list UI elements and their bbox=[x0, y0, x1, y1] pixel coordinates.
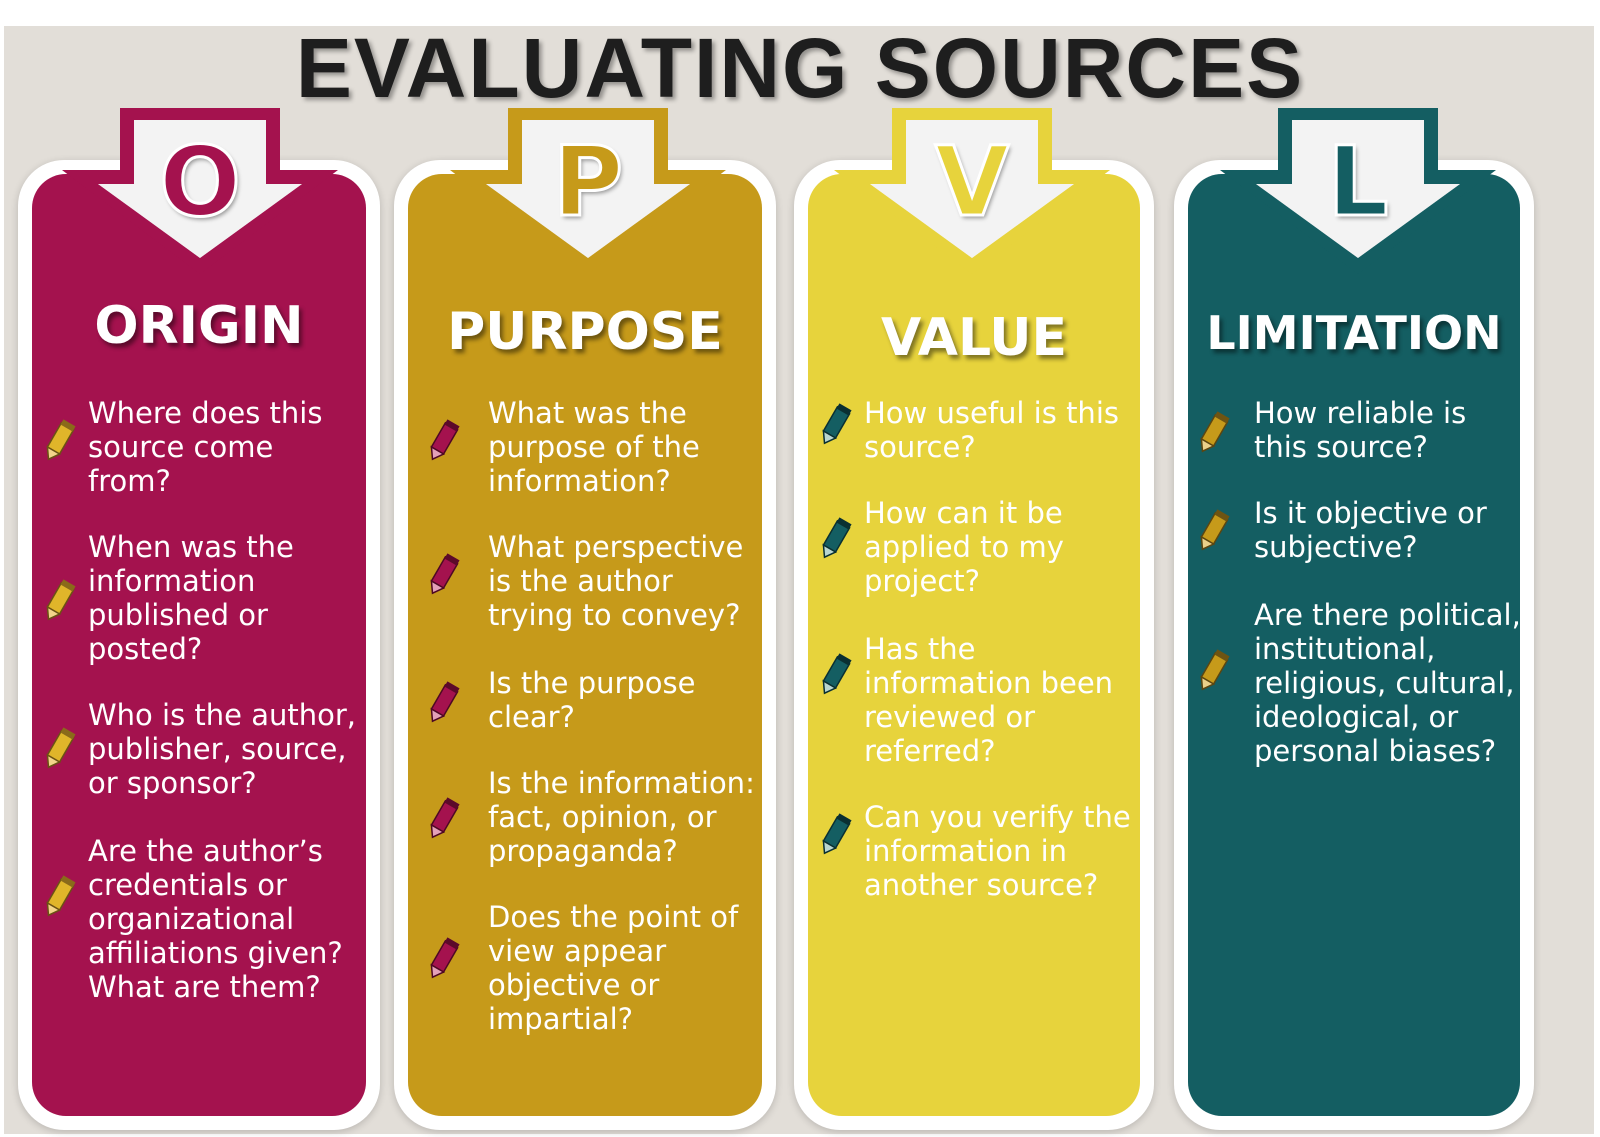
purpose-item-5: Does the point of view appear objective … bbox=[488, 900, 739, 1036]
value-item-4: Can you verify the information in anothe… bbox=[864, 800, 1131, 902]
yellow-pencil-icon bbox=[42, 578, 76, 624]
value-card bbox=[794, 160, 1154, 1130]
purpose-item-1: What was the purpose of the information? bbox=[488, 396, 700, 498]
yellow-pencil-icon bbox=[42, 874, 76, 920]
origin-item-2: When was the information published or po… bbox=[88, 530, 294, 666]
value-item-3: Has the information been reviewed or ref… bbox=[864, 632, 1114, 768]
origin-letter: O bbox=[158, 126, 243, 238]
origin-item-4: Are the author’s credentials or organiza… bbox=[88, 834, 343, 1004]
origin-card bbox=[18, 160, 380, 1130]
purpose-letter: P bbox=[551, 126, 624, 238]
origin-item-1: Where does this source come from? bbox=[88, 396, 323, 498]
teal-pencil-icon bbox=[818, 516, 852, 562]
red-pencil-icon bbox=[426, 796, 460, 842]
gold-pencil-icon bbox=[1196, 508, 1230, 554]
yellow-pencil-icon bbox=[42, 418, 76, 464]
origin-item-3: Who is the author, publisher, source, or… bbox=[88, 698, 356, 800]
limitation-arrow-icon: L bbox=[1220, 108, 1496, 274]
value-arrow-icon: V bbox=[834, 108, 1110, 274]
limitation-item-1: How reliable is this source? bbox=[1254, 396, 1467, 464]
red-pencil-icon bbox=[426, 418, 460, 464]
red-pencil-icon bbox=[426, 680, 460, 726]
purpose-card bbox=[394, 160, 776, 1130]
purpose-arrow-icon: P bbox=[450, 108, 726, 274]
value-item-1: How useful is this source? bbox=[864, 396, 1119, 464]
page-title: EVALUATING SOURCES bbox=[295, 21, 1305, 115]
gold-pencil-icon bbox=[1196, 410, 1230, 456]
value-letter: V bbox=[933, 126, 1010, 238]
origin-arrow-icon: O bbox=[62, 108, 338, 274]
limitation-heading: LIMITATION bbox=[1206, 306, 1502, 360]
limitation-letter: L bbox=[1326, 126, 1390, 238]
limitation-item-3: Are there political, institutional, reli… bbox=[1254, 598, 1521, 768]
origin-heading: ORIGIN bbox=[94, 296, 304, 356]
purpose-heading: PURPOSE bbox=[447, 302, 723, 362]
teal-pencil-icon bbox=[818, 812, 852, 858]
value-item-2: How can it be applied to my project? bbox=[864, 496, 1064, 598]
red-pencil-icon bbox=[426, 552, 460, 598]
limitation-card bbox=[1174, 160, 1534, 1130]
purpose-item-3: Is the purpose clear? bbox=[488, 666, 696, 734]
teal-pencil-icon bbox=[818, 652, 852, 698]
purpose-item-4: Is the information: fact, opinion, or pr… bbox=[488, 766, 755, 868]
purpose-item-2: What perspective is the author trying to… bbox=[488, 530, 744, 632]
yellow-pencil-icon bbox=[42, 726, 76, 772]
red-pencil-icon bbox=[426, 936, 460, 982]
gold-pencil-icon bbox=[1196, 648, 1230, 694]
limitation-item-2: Is it objective or subjective? bbox=[1254, 496, 1487, 564]
value-heading: VALUE bbox=[881, 308, 1067, 368]
teal-pencil-icon bbox=[818, 402, 852, 448]
